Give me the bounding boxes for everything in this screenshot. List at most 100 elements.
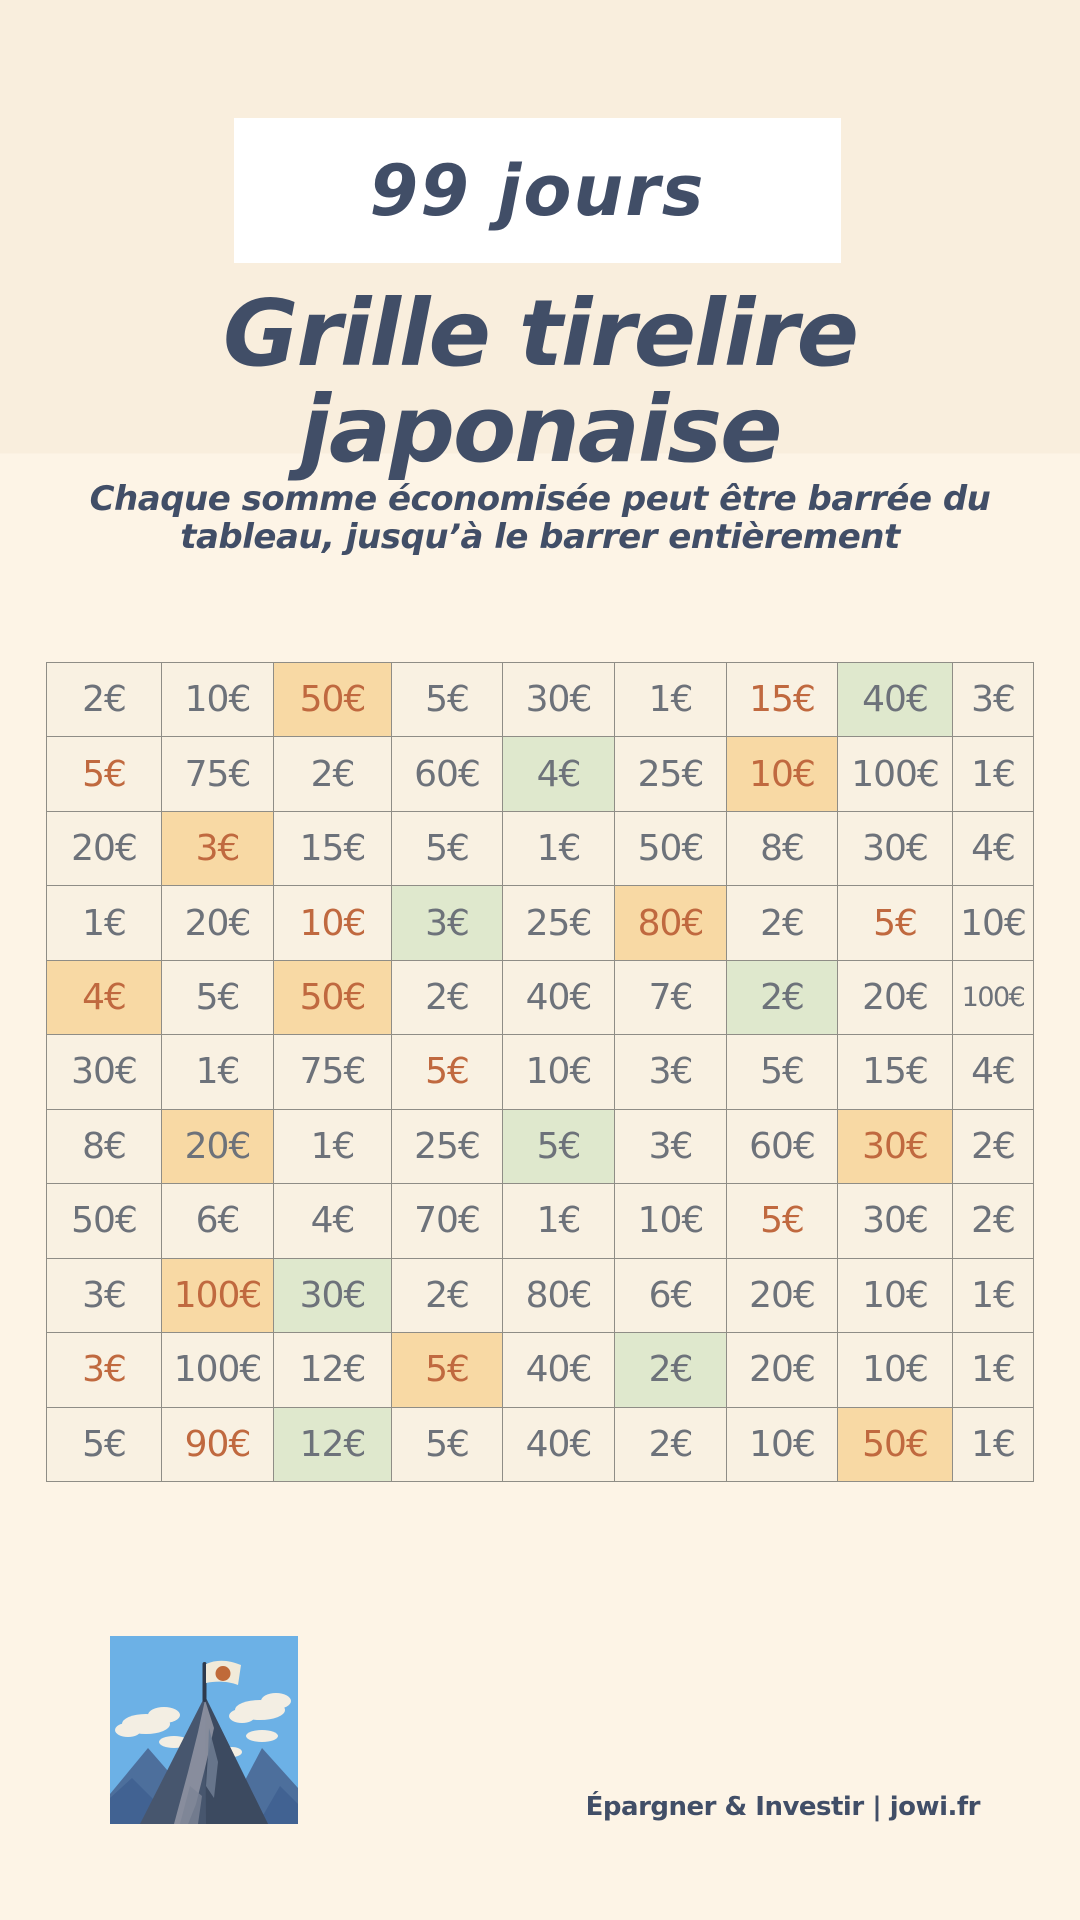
grid-cell: 3€ (46, 1332, 162, 1408)
grid-cell: 3€ (614, 1108, 727, 1185)
grid-cell: 1€ (952, 1406, 1034, 1483)
grid-cell: 4€ (502, 736, 615, 812)
grid-cell: 10€ (952, 885, 1034, 961)
footer-credit: Épargner & Investir | jowi.fr (585, 1792, 981, 1822)
grid-cell: 1€ (161, 1034, 274, 1110)
grid-cell: 10€ (837, 1257, 953, 1334)
title-line-2: japonaise (299, 375, 783, 483)
grid-cell: 20€ (161, 885, 274, 961)
grid-row: 30€ 1€ 75€ 5€ 10€ 3€ 5€ 15€ 4€ (46, 1034, 1034, 1110)
grid-cell: 50€ (614, 810, 727, 887)
grid-cell: 4€ (46, 959, 162, 1036)
grid-cell: 50€ (837, 1406, 953, 1483)
grid-cell: 5€ (502, 1108, 615, 1185)
grid-cell: 40€ (502, 1332, 615, 1408)
grid-cell: 2€ (391, 1257, 503, 1334)
title-line-1: Grille tirelire (222, 280, 859, 387)
grid-cell: 10€ (161, 661, 274, 738)
grid-cell: 10€ (502, 1034, 615, 1110)
grid-cell: 100€ (161, 1257, 274, 1334)
grid-cell: 5€ (46, 736, 162, 812)
grid-cell: 12€ (273, 1406, 392, 1483)
grid-cell: 50€ (273, 661, 392, 738)
page-title: Grille tirelire japonaise (0, 286, 1080, 477)
grid-cell: 3€ (46, 1257, 162, 1334)
grid-cell: 15€ (726, 661, 838, 738)
grid-cell: 7€ (614, 959, 727, 1036)
grid-cell: 15€ (837, 1034, 953, 1110)
grid-cell: 3€ (161, 810, 274, 887)
duration-label: 99 jours (369, 149, 706, 232)
grid-cell: 5€ (837, 885, 953, 961)
grid-cell: 20€ (46, 810, 162, 887)
grid-cell: 3€ (391, 885, 503, 961)
grid-cell: 25€ (614, 736, 727, 812)
grid-cell: 2€ (726, 885, 838, 961)
grid-cell: 12€ (273, 1332, 392, 1408)
grid-cell: 2€ (952, 1108, 1034, 1185)
grid-cell: 70€ (391, 1183, 503, 1259)
grid-cell: 5€ (391, 1332, 503, 1408)
grid-cell: 60€ (726, 1108, 838, 1185)
grid-cell: 90€ (161, 1406, 274, 1483)
grid-cell: 4€ (952, 810, 1034, 887)
grid-cell: 80€ (614, 885, 727, 961)
subtitle-line-1: Chaque somme économisée peut être barrée… (89, 479, 991, 519)
grid-cell: 40€ (502, 1406, 615, 1483)
grid-cell: 75€ (273, 1034, 392, 1110)
grid-cell: 10€ (726, 736, 838, 812)
grid-cell: 15€ (273, 810, 392, 887)
grid-cell: 2€ (391, 959, 503, 1036)
grid-cell: 1€ (614, 661, 727, 738)
grid-row: 1€ 20€ 10€ 3€ 25€ 80€ 2€ 5€ 10€ (46, 885, 1034, 961)
grid-cell: 10€ (837, 1332, 953, 1408)
savings-grid-table: 2€ 10€ 50€ 5€ 30€ 1€ 15€ 40€ 3€ 5€ 75€ 2€ 60€ 4€ 25€ 10… (46, 661, 1034, 1483)
grid-cell: 5€ (161, 959, 274, 1036)
duration-badge: 99 jours (234, 118, 841, 263)
grid-row: 3€ 100€ 12€ 5€ 40€ 2€ 20€ 10€ 1€ (46, 1332, 1034, 1408)
grid-cell: 25€ (391, 1108, 503, 1185)
grid-cell: 10€ (614, 1183, 727, 1259)
grid-row: 20€ 3€ 15€ 5€ 1€ 50€ 8€ 30€ 4€ (46, 810, 1034, 887)
grid-cell: 30€ (837, 810, 953, 887)
grid-cell: 20€ (726, 1332, 838, 1408)
grid-cell: 1€ (952, 736, 1034, 812)
grid-cell: 4€ (273, 1183, 392, 1259)
grid-cell: 3€ (952, 661, 1034, 738)
grid-cell: 6€ (161, 1183, 274, 1259)
grid-cell: 100€ (837, 736, 953, 812)
grid-cell: 50€ (273, 959, 392, 1036)
grid-cell: 60€ (391, 736, 503, 812)
grid-cell: 1€ (46, 885, 162, 961)
grid-cell: 5€ (46, 1406, 162, 1483)
grid-cell: 40€ (837, 661, 953, 738)
grid-cell: 5€ (726, 1034, 838, 1110)
savings-grid: 2€ 10€ 50€ 5€ 30€ 1€ 15€ 40€ 3€ 5€ 75€ 2€ 60€ 4€ 25€ 10… (46, 661, 1034, 1483)
grid-cell: 1€ (502, 810, 615, 887)
grid-cell: 10€ (726, 1406, 838, 1483)
grid-cell: 10€ (273, 885, 392, 961)
grid-row: 4€ 5€ 50€ 2€ 40€ 7€ 2€ 20€ 100€ (46, 959, 1034, 1036)
grid-cell: 8€ (46, 1108, 162, 1185)
grid-cell: 2€ (46, 661, 162, 738)
japan-flag-icon (202, 1660, 241, 1702)
grid-cell: 30€ (837, 1183, 953, 1259)
subtitle: Chaque somme économisée peut être barrée… (0, 480, 1080, 556)
grid-row: 5€ 90€ 12€ 5€ 40€ 2€ 10€ 50€ 1€ (46, 1406, 1034, 1483)
grid-cell: 4€ (952, 1034, 1034, 1110)
grid-cell: 2€ (273, 736, 392, 812)
grid-cell: 2€ (952, 1183, 1034, 1259)
grid-row: 50€ 6€ 4€ 70€ 1€ 10€ 5€ 30€ 2€ (46, 1183, 1034, 1259)
grid-cell: 30€ (502, 661, 615, 738)
grid-cell: 40€ (502, 959, 615, 1036)
main-peak (140, 1696, 268, 1824)
grid-cell: 1€ (952, 1257, 1034, 1334)
grid-cell: 5€ (391, 810, 503, 887)
grid-cell: 1€ (502, 1183, 615, 1259)
mountain-japanese-flag-illustration (110, 1636, 298, 1824)
grid-cell: 2€ (614, 1406, 727, 1483)
savings-grid-body: 2€ 10€ 50€ 5€ 30€ 1€ 15€ 40€ 3€ 5€ 75€ 2€ 60€ 4€ 25€ 10… (46, 661, 1034, 1483)
grid-cell: 20€ (726, 1257, 838, 1334)
subtitle-line-2: tableau, jusqu’à le barrer entièrement (180, 517, 900, 558)
